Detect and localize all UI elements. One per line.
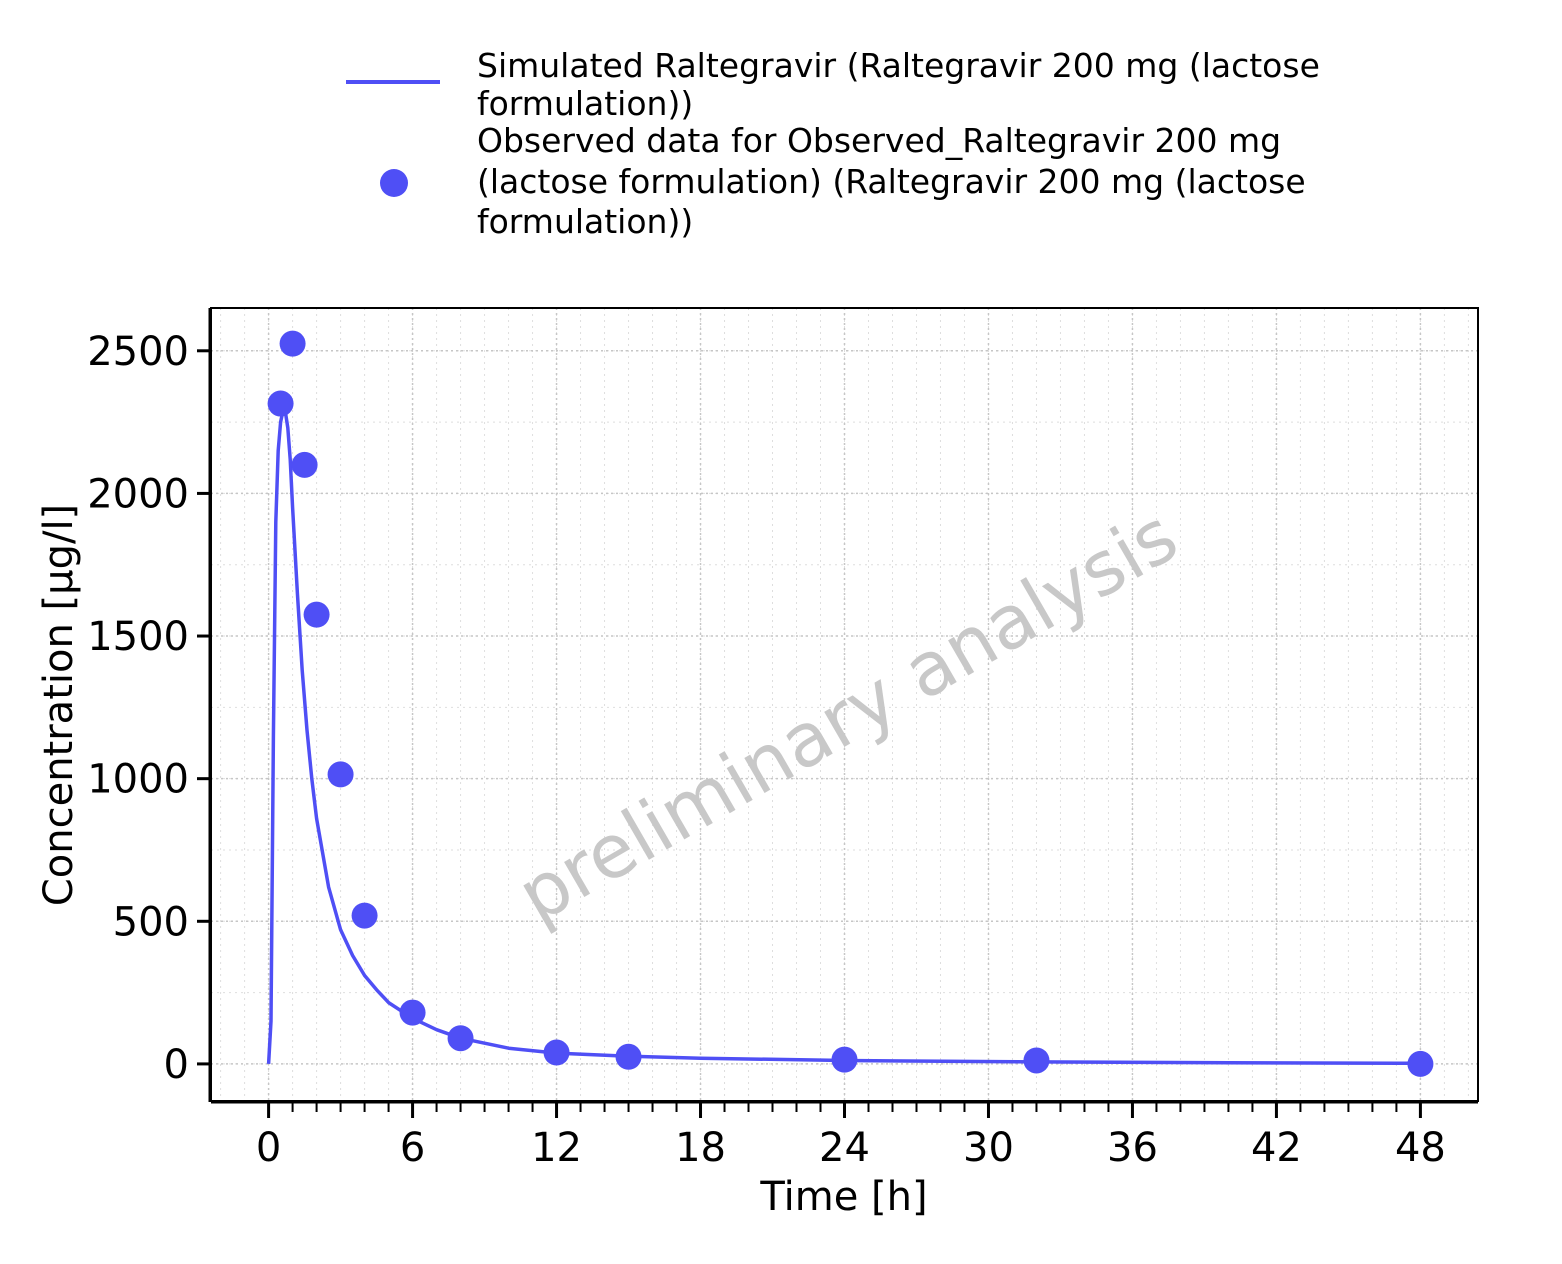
observed-data-point xyxy=(327,761,354,788)
observed-data-point xyxy=(831,1046,858,1073)
legend-label-simulated-line-1: Simulated Raltegravir (Raltegravir 200 m… xyxy=(477,46,1320,85)
y-axis-title: Concentration [µg/l] xyxy=(36,504,82,906)
observed-data-point xyxy=(615,1043,642,1070)
legend-label-observed-line-1: Observed data for Observed_Raltegravir 2… xyxy=(477,121,1281,160)
x-tick-label: 30 xyxy=(963,1125,1014,1171)
y-tick-label: 1500 xyxy=(87,614,189,660)
observed-data-point xyxy=(399,999,426,1026)
x-tick-label: 48 xyxy=(1395,1125,1446,1171)
legend-label-observed-line-2: (lactose formulation) (Raltegravir 200 m… xyxy=(477,162,1306,201)
x-tick-label: 18 xyxy=(675,1125,726,1171)
major-grid xyxy=(211,308,1478,1101)
x-tick-label: 0 xyxy=(256,1125,281,1171)
y-tick-label: 2000 xyxy=(87,471,189,517)
x-tick-label: 6 xyxy=(400,1125,425,1171)
observed-data-point xyxy=(303,601,330,628)
legend-label-observed-line-3: formulation)) xyxy=(477,202,693,241)
observed-data-point xyxy=(543,1039,570,1066)
observed-data-point xyxy=(291,451,318,478)
y-tick-label: 0 xyxy=(164,1042,189,1088)
observed-data-point xyxy=(1023,1047,1050,1074)
legend-label-simulated-line-2: formulation)) xyxy=(477,84,693,123)
observed-data-point xyxy=(351,902,378,929)
series-layer xyxy=(266,330,1434,1077)
x-tick-label: 12 xyxy=(531,1125,582,1171)
legend-point-swatch xyxy=(380,169,408,197)
x-tick-label: 36 xyxy=(1107,1125,1158,1171)
observed-data-point xyxy=(267,390,294,417)
observed-data-point xyxy=(279,330,306,357)
x-axis-title: Time [h] xyxy=(759,1174,927,1220)
x-tick-label: 24 xyxy=(819,1125,870,1171)
observed-data-point xyxy=(447,1025,474,1052)
y-tick-label: 1000 xyxy=(87,757,189,803)
observed-data-point xyxy=(1407,1050,1434,1077)
legend: Simulated Raltegravir (Raltegravir 200 m… xyxy=(346,46,1320,241)
y-tick-label: 2500 xyxy=(87,329,189,375)
x-tick-label: 42 xyxy=(1251,1125,1302,1171)
y-axis-ticks: 0 500 1000 1500 2000 2500 xyxy=(87,329,210,1088)
simulated-series-line xyxy=(266,408,1421,1066)
x-axis-ticks: 0 6 12 18 24 30 36 42 48 xyxy=(256,1102,1446,1171)
y-tick-label: 500 xyxy=(113,899,189,945)
